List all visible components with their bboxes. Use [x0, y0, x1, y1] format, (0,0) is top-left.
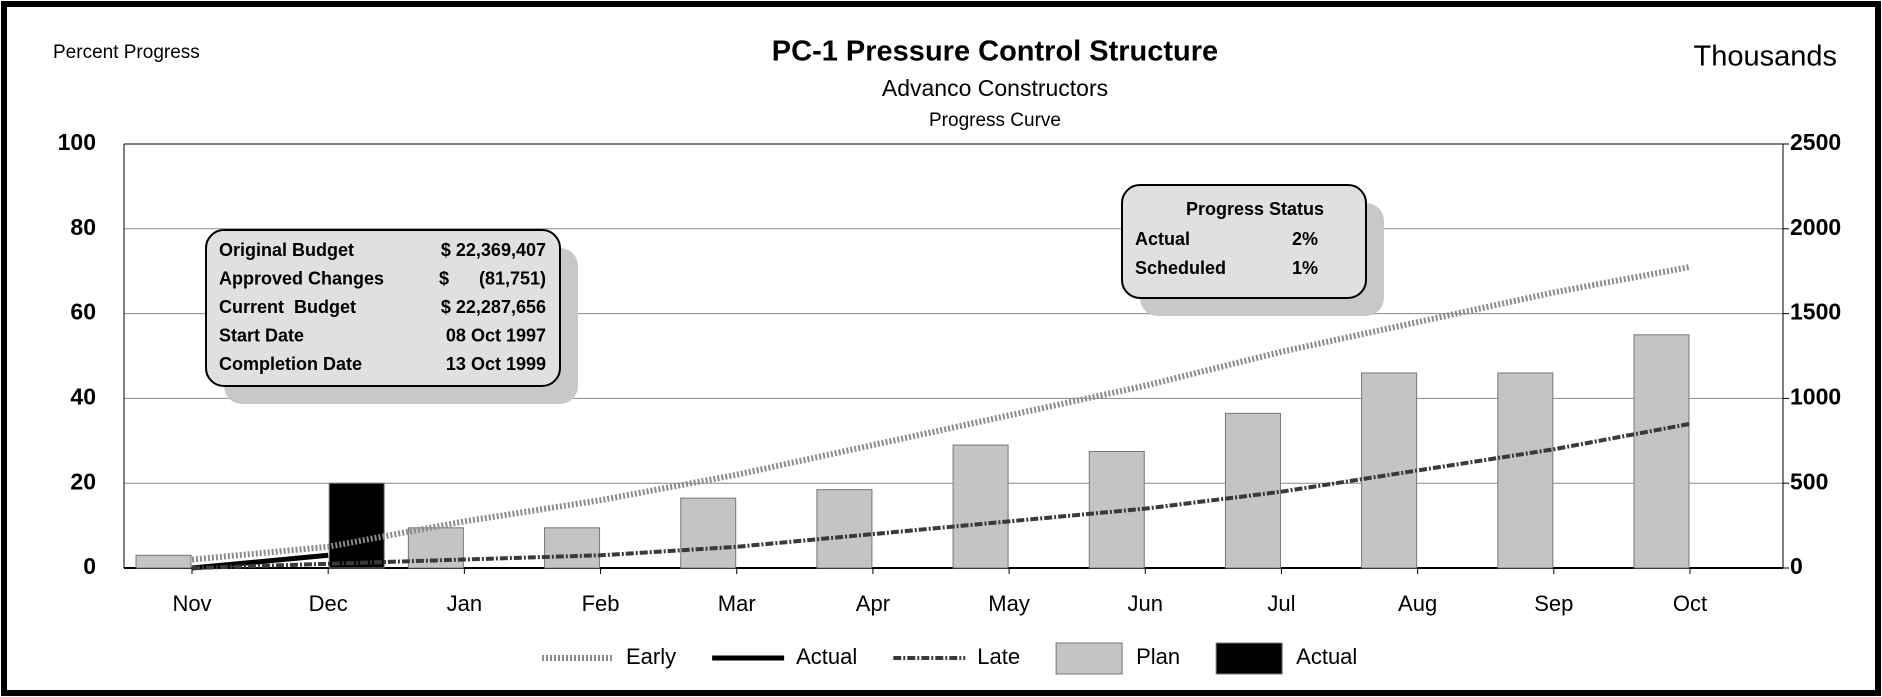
x-tick-label: Jun — [1128, 591, 1163, 616]
bar — [816, 489, 873, 569]
budget-value: $ 22,369,407 — [441, 240, 546, 260]
x-tick-label: Aug — [1398, 591, 1437, 616]
bar — [135, 554, 192, 569]
y-tick-label: 60 — [70, 299, 96, 325]
x-tick-label: Feb — [582, 591, 620, 616]
status-title: Progress Status — [1186, 199, 1324, 219]
subtitle: Advanco Constructors — [882, 75, 1108, 101]
x-tick-label: Nov — [172, 591, 211, 616]
y2-axis-label: Thousands — [1694, 41, 1838, 73]
budget-label: Original Budget — [219, 240, 354, 260]
bar — [1224, 412, 1281, 569]
budget-value: $ (81,751) — [439, 268, 546, 288]
status-box: Progress Status Actual 2% Scheduled 1% — [1121, 184, 1384, 316]
status-label: Scheduled — [1135, 258, 1226, 278]
status-value: 1% — [1292, 258, 1318, 278]
legend-label: Actual — [1296, 644, 1357, 669]
budget-label: Start Date — [219, 325, 304, 345]
x-tick-label: Apr — [856, 591, 890, 616]
line — [191, 264, 1691, 563]
bar — [1497, 372, 1554, 569]
bar — [952, 444, 1009, 569]
box — [1121, 184, 1367, 299]
budget-value: $ 22,287,656 — [441, 297, 546, 317]
budget-value: 08 Oct 1997 — [446, 325, 546, 345]
x-tick-label: Oct — [1673, 591, 1707, 616]
y-axis-label: Percent Progress — [53, 42, 200, 63]
line — [191, 421, 1691, 570]
x-tick-label: Sep — [1534, 591, 1573, 616]
status-label: Actual — [1135, 229, 1190, 249]
budget-value: 13 Oct 1999 — [446, 354, 546, 374]
y-tick-label: 80 — [70, 214, 96, 240]
box — [205, 229, 561, 387]
budget-label: Completion Date — [219, 354, 362, 374]
legend-label: Plan — [1136, 644, 1180, 669]
y2-tick-label: 1000 — [1790, 383, 1841, 409]
y2-tick-label: 500 — [1790, 468, 1828, 494]
budget-label: Current Budget — [219, 297, 356, 317]
x-tick-label: Dec — [309, 591, 348, 616]
x-tick-label: Jul — [1267, 591, 1295, 616]
legend-label: Actual — [796, 644, 857, 669]
legend-label: Early — [626, 644, 676, 669]
budget-box: Original Budget $ 22,369,407 Approved Chan… — [205, 229, 578, 404]
caption: Progress Curve — [929, 110, 1061, 131]
y2-tick-label: 1500 — [1790, 299, 1841, 325]
x-tick-label: May — [988, 591, 1030, 616]
y2-tick-label: 2000 — [1790, 214, 1841, 240]
bar — [680, 497, 737, 569]
line — [191, 552, 329, 571]
y2-tick-label: 0 — [1790, 553, 1803, 579]
y-tick-label: 20 — [70, 468, 96, 494]
status-value: 2% — [1292, 229, 1318, 249]
y-tick-label: 100 — [58, 129, 96, 155]
chart-title: PC-1 Pressure Control Structure — [772, 36, 1218, 68]
y2-tick-label: 2500 — [1790, 129, 1841, 155]
legend-swatch — [1055, 642, 1123, 675]
bar — [328, 482, 385, 569]
legend-swatch — [1215, 642, 1283, 675]
bar — [544, 527, 601, 569]
bar — [1633, 334, 1690, 569]
x-tick-label: Mar — [718, 591, 756, 616]
legend-label: Late — [977, 644, 1020, 669]
y-tick-label: 40 — [70, 383, 96, 409]
x-tick-label: Jan — [447, 591, 482, 616]
budget-label: Approved Changes — [219, 268, 384, 288]
y-tick-label: 0 — [83, 553, 96, 579]
